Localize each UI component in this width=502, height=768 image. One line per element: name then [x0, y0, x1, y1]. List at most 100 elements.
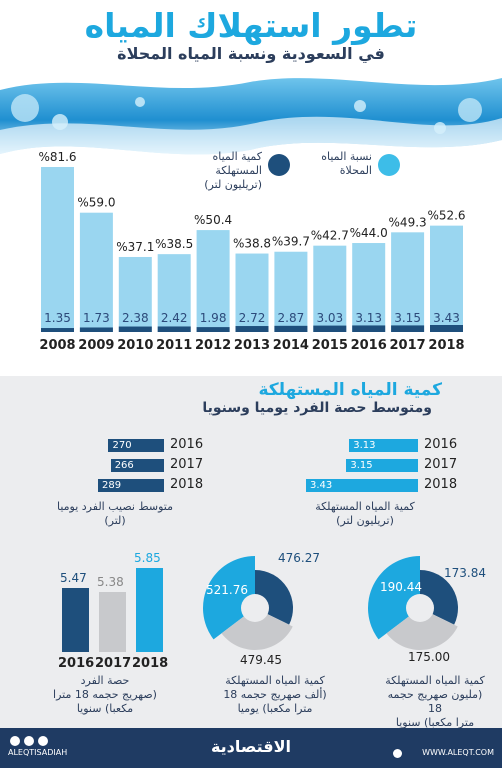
label-desalinated-2011: %38.5 — [155, 237, 193, 251]
legend-item-consumed: كمية المياه المستهلكة (تريليون لتر) — [204, 150, 290, 192]
facebook-icon[interactable] — [38, 736, 48, 746]
twitter-icon[interactable] — [10, 736, 20, 746]
pie-annual-hole — [406, 594, 434, 622]
footer-url[interactable]: WWW.ALEQT.COM — [422, 748, 494, 757]
hbar-year-2016: 2016 — [170, 437, 204, 452]
hbar-value-2017: 3.15 — [350, 460, 373, 471]
bar-desalinated-2011 — [157, 254, 191, 332]
label-desalinated-2009: %59.0 — [77, 196, 115, 210]
vbar-year-2018: 2018 — [132, 656, 169, 671]
pie-annual-label-2016: 190.44 — [380, 580, 422, 594]
annual-pie-caption: كمية المياه المستهلكة (مليون صهريج حجمه … — [385, 674, 485, 729]
label-consumed-2017: 3.15 — [394, 311, 421, 325]
hbar-year-2017: 2017 — [424, 457, 458, 472]
hbar-row-2016: 3.13 2016 — [0, 437, 502, 452]
label-consumed-2010: 2.38 — [122, 311, 149, 325]
pie-annual-slice-0 — [368, 556, 420, 640]
x-tick-2016: 2016 — [351, 338, 387, 353]
x-tick-2015: 2015 — [312, 338, 348, 353]
x-tick-2014: 2014 — [273, 338, 309, 353]
label-consumed-2018: 3.43 — [433, 311, 460, 325]
vbar-2017 — [99, 592, 126, 652]
label-consumed-2013: 2.72 — [239, 311, 266, 325]
bar-consumed-2013 — [235, 326, 269, 332]
bar-desalinated-2017 — [391, 232, 425, 332]
consumption-section: كمية المياه المستهلكة ومتوسط حصة الفرد ي… — [0, 368, 502, 768]
hbar-2017 — [110, 459, 164, 472]
label-consumed-2009: 1.73 — [83, 311, 110, 325]
section-title: كمية المياه المستهلكة — [258, 380, 442, 400]
per-capita-hbar-caption: متوسط نصيب الفرد يوميا (لتر) — [56, 500, 173, 527]
bar-desalinated-2008 — [41, 167, 74, 332]
publication-logo: الاقتصادية — [210, 737, 292, 756]
hbar-2018 — [306, 479, 418, 492]
hbar-year-2016: 2016 — [424, 437, 458, 452]
x-tick-2010: 2010 — [117, 338, 153, 353]
legend-swatch-light — [378, 154, 400, 176]
label-desalinated-2013: %38.8 — [233, 237, 271, 251]
hbar-value-2016: 270 — [112, 440, 132, 451]
hbar-row-2017: 3.15 2017 — [0, 457, 502, 472]
section-subtitle: ومتوسط حصة الفرد يوميا وسنويا — [202, 400, 432, 416]
hbar-row-2018: 289 2018 — [0, 477, 502, 492]
label-desalinated-2008: %81.6 — [38, 150, 76, 164]
bar-consumed-2016 — [352, 325, 386, 332]
vbar-year-2017: 2017 — [95, 656, 132, 671]
pie-daily-label-2017: 476.27 — [278, 551, 320, 565]
hbar-2016 — [349, 439, 418, 452]
pie-daily-slice-0 — [203, 556, 255, 640]
bar-consumed-2009 — [79, 327, 113, 332]
label-desalinated-2016: %44.0 — [350, 226, 388, 240]
pie-daily-slice-2 — [221, 608, 293, 650]
bar-desalinated-2012 — [196, 230, 230, 332]
x-tick-2008: 2008 — [39, 338, 75, 353]
legend-label-desalinated: نسبة المياه المحلاة — [321, 150, 372, 177]
footer-bar: ALEQTISADIAH الاقتصادية WWW.ALEQT.COM — [0, 728, 502, 768]
hbar-value-2018: 289 — [102, 480, 122, 491]
pie-daily-label-2018: 479.45 — [240, 653, 282, 667]
vbar-2016 — [62, 587, 89, 652]
label-desalinated-2018: %52.6 — [427, 209, 465, 223]
globe-icon — [393, 749, 402, 758]
hbar-year-2018: 2018 — [424, 477, 458, 492]
bar-desalinated-2016 — [352, 243, 386, 332]
legend-label-consumed: كمية المياه المستهلكة (تريليون لتر) — [204, 150, 262, 191]
x-tick-2009: 2009 — [78, 338, 114, 353]
label-desalinated-2012: %50.4 — [194, 213, 232, 227]
page-title: تطور استهلاك المياه — [84, 6, 418, 45]
x-tick-2018: 2018 — [428, 338, 464, 353]
hbar-row-2018: 3.43 2018 — [0, 477, 502, 492]
label-consumed-2012: 1.98 — [200, 311, 227, 325]
bar-desalinated-2014 — [274, 251, 308, 332]
x-tick-2013: 2013 — [234, 338, 270, 353]
bar-consumed-2011 — [157, 326, 191, 332]
hbar-2017 — [346, 459, 418, 472]
hbar-2016 — [108, 439, 164, 452]
label-desalinated-2015: %42.7 — [311, 229, 349, 243]
label-desalinated-2017: %49.3 — [389, 215, 427, 229]
bar-desalinated-2015 — [313, 245, 347, 332]
x-tick-2012: 2012 — [195, 338, 231, 353]
chart-legend: نسبة المياه المحلاة كمية المياه المستهلك… — [200, 150, 400, 200]
footer-handle[interactable]: ALEQTISADIAH — [8, 748, 68, 757]
pie-daily-hole — [241, 594, 269, 622]
main-bar-chart: %81.6 1.35 2008 %59.0 1.73 2009 %37.1 2.38 2010%… — [38, 150, 465, 353]
label-consumed-2014: 2.87 — [278, 311, 305, 325]
instagram-icon[interactable] — [24, 736, 34, 746]
bar-consumed-2018 — [430, 325, 463, 332]
label-desalinated-2010: %37.1 — [116, 240, 154, 254]
x-tick-2011: 2011 — [156, 338, 192, 353]
hbar-value-2016: 3.13 — [353, 440, 376, 451]
label-consumed-2008: 1.35 — [44, 311, 71, 325]
bar-desalinated-2013 — [235, 253, 269, 332]
vbar-value-2016: 5.47 — [60, 570, 87, 585]
label-consumed-2015: 3.03 — [316, 311, 343, 325]
pie-daily-label-2016: 521.76 — [206, 583, 248, 597]
section-divider — [0, 368, 502, 376]
bar-consumed-2017 — [391, 325, 425, 332]
bar-consumed-2015 — [313, 325, 347, 332]
vbar-value-2018: 5.85 — [134, 551, 161, 565]
pie-annual-slice-2 — [386, 608, 458, 650]
hbar-row-2016: 270 2016 — [0, 437, 502, 452]
bar-consumed-2012 — [196, 327, 230, 332]
